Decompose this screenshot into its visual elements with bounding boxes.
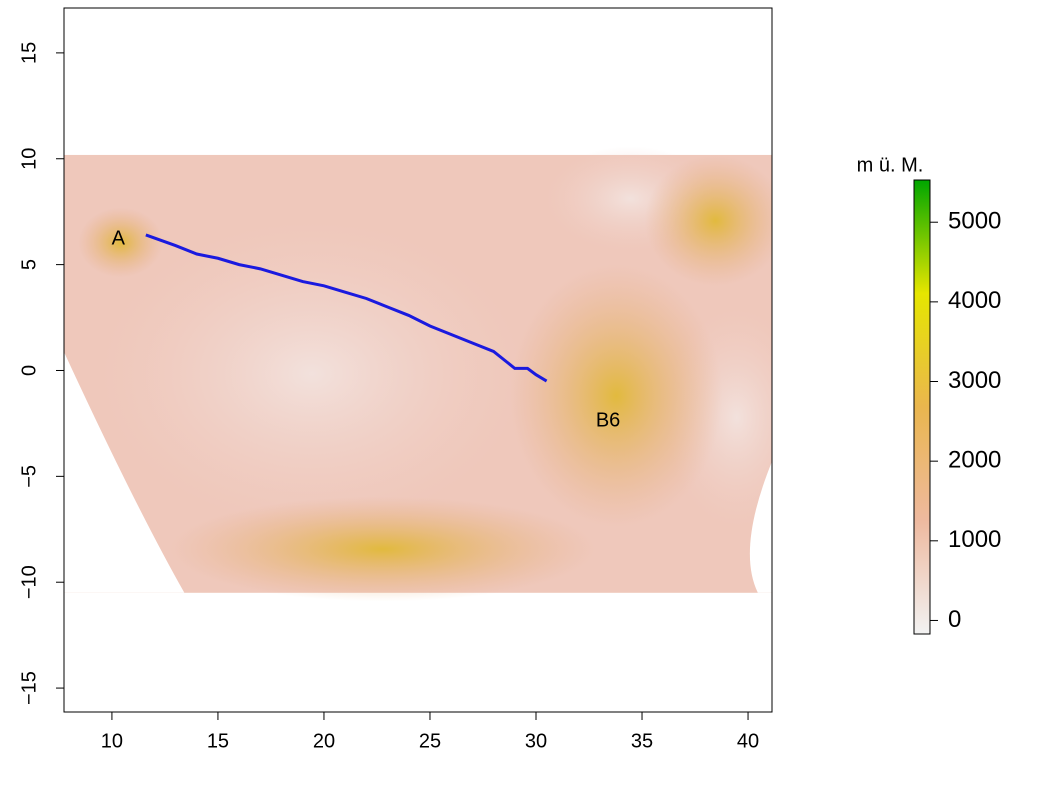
colorbar-tick-label: 0	[948, 606, 961, 633]
lowland	[99, 221, 524, 527]
highland	[510, 264, 722, 527]
colorbar-title: m ü. M.	[857, 154, 924, 176]
y-tick-label: 10	[18, 148, 40, 170]
x-tick-label: 15	[207, 730, 229, 752]
annotation: A	[112, 227, 126, 249]
y-tick-label: 0	[18, 365, 40, 376]
page: m ü. M. 10 15 20 25 30 35 40 −15 −10 −5 0 5 10 15 A B6 0…	[0, 0, 1040, 796]
colorbar-tick-label: 1000	[948, 526, 1001, 553]
elevation-raster	[64, 146, 807, 601]
y-tick-label: 5	[18, 259, 40, 270]
y-tick-label: −5	[18, 465, 40, 488]
annotation: B6	[596, 410, 620, 432]
x-tick-label: 20	[313, 730, 335, 752]
colorbar-tick-label: 3000	[948, 367, 1001, 394]
map-chart: m ü. M. 10 15 20 25 30 35 40 −15 −10 −5 0 5 10 15 A B6 0…	[0, 0, 1040, 796]
y-tick-label: −10	[18, 565, 40, 599]
colorbar-tick-label: 4000	[948, 287, 1001, 314]
y-tick-label: 15	[18, 42, 40, 64]
x-tick-label: 40	[737, 730, 759, 752]
y-tick-label: −15	[18, 671, 40, 705]
colorbar-tick-label: 5000	[948, 208, 1001, 235]
x-tick-label: 30	[525, 730, 547, 752]
x-tick-label: 35	[631, 730, 653, 752]
highland	[645, 155, 787, 286]
colorbar-tick-label: 2000	[948, 447, 1001, 474]
x-tick-label: 25	[419, 730, 441, 752]
highland	[170, 496, 595, 601]
colorbar	[914, 180, 930, 634]
x-tick-label: 10	[101, 730, 123, 752]
